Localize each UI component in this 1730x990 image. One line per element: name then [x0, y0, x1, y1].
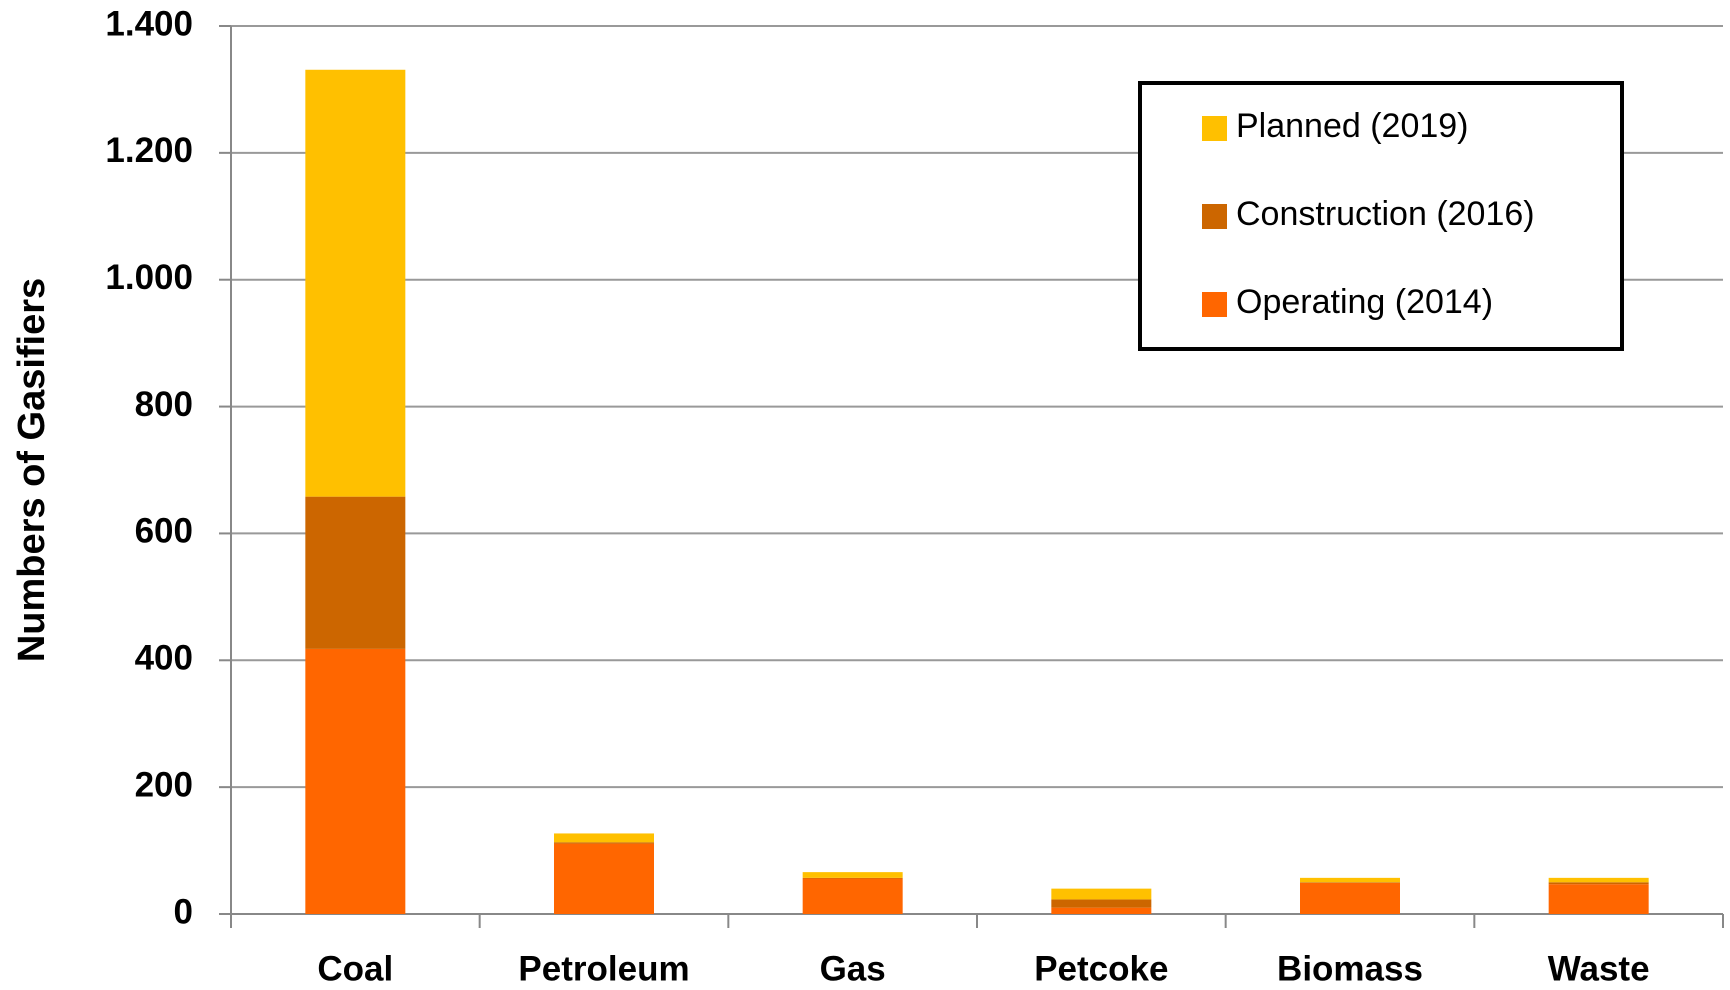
bar-segment [1548, 877, 1649, 883]
legend-label: Operating (2014) [1236, 283, 1493, 321]
bar-segment [802, 872, 903, 878]
bar-segment [554, 842, 654, 844]
y-tick-label: 0 [174, 892, 193, 931]
x-tick-label: Biomass [1277, 949, 1423, 988]
bar-segment [1300, 877, 1400, 883]
x-tick-label: Gas [820, 949, 886, 988]
bar-segment [305, 496, 406, 649]
x-tick-label: Petcoke [1034, 949, 1168, 988]
legend-swatch [1202, 116, 1227, 141]
bar-segment [1051, 907, 1152, 914]
y-tick-label: 600 [135, 512, 193, 551]
bar-segment [802, 878, 903, 914]
x-tick-label: Waste [1548, 949, 1650, 988]
bar-segment [1548, 884, 1649, 914]
bar-segment [1548, 882, 1649, 885]
bar-segment [1300, 882, 1400, 914]
y-axis-label: Numbers of Gasifiers [11, 278, 53, 662]
legend-label: Planned (2019) [1236, 107, 1469, 145]
y-tick-label: 1.400 [105, 4, 193, 43]
y-tick-label: 800 [135, 385, 193, 424]
bar-segment [1051, 888, 1152, 900]
y-tick-label: 1.200 [105, 131, 193, 170]
bar-segment [1051, 899, 1152, 908]
y-tick-label: 400 [135, 639, 193, 678]
y-tick-label: 1.000 [105, 258, 193, 297]
bar-segment [554, 843, 654, 914]
legend-swatch [1202, 292, 1227, 317]
bar-segment [1300, 882, 1400, 883]
x-tick-label: Petroleum [518, 949, 689, 988]
legend-label: Construction (2016) [1236, 195, 1535, 233]
x-tick-label: Coal [317, 949, 393, 988]
bar-segment [305, 69, 406, 497]
bar-segment [554, 833, 654, 843]
legend-swatch [1202, 204, 1227, 229]
bar-segment [802, 877, 903, 879]
y-tick-label: 200 [135, 765, 193, 804]
bar-segment [305, 648, 406, 914]
